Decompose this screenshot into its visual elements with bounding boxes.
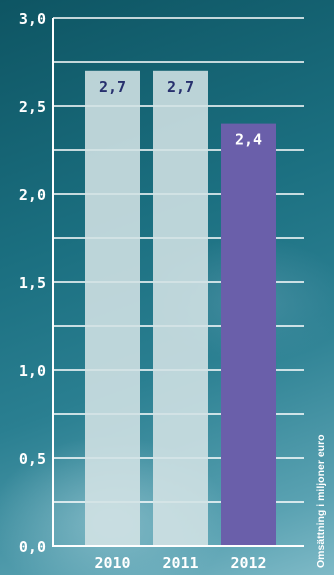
y-tick-label: 3,0	[19, 10, 46, 28]
bar-2010	[85, 70, 140, 547]
y-tick-label: 2,5	[19, 98, 46, 116]
bar-2011	[153, 70, 208, 547]
y-tick-label: 2,0	[19, 186, 46, 204]
x-tick-label-2010: 2010	[94, 554, 130, 572]
bars	[85, 70, 276, 547]
value-label-2012: 2,4	[235, 131, 262, 149]
y-axis-label: Omsättning i miljoner euro	[315, 434, 327, 568]
axes	[52, 18, 304, 547]
bar-2012	[221, 123, 276, 546]
x-tick-label-2011: 2011	[162, 554, 198, 572]
value-labels: 2,7 2,7 2,4	[99, 78, 262, 149]
y-tick-label: 0,0	[19, 538, 46, 556]
x-tick-labels: 2010 2011 2012	[94, 554, 266, 572]
y-tick-label: 1,5	[19, 274, 46, 292]
y-tick-label: 0,5	[19, 450, 46, 468]
value-label-2011: 2,7	[167, 78, 194, 96]
y-tick-labels: 0,0 0,5 1,0 1,5 2,0 2,5 3,0	[19, 10, 46, 556]
y-tick-label: 1,0	[19, 362, 46, 380]
value-label-2010: 2,7	[99, 78, 126, 96]
x-tick-label-2012: 2012	[230, 554, 266, 572]
